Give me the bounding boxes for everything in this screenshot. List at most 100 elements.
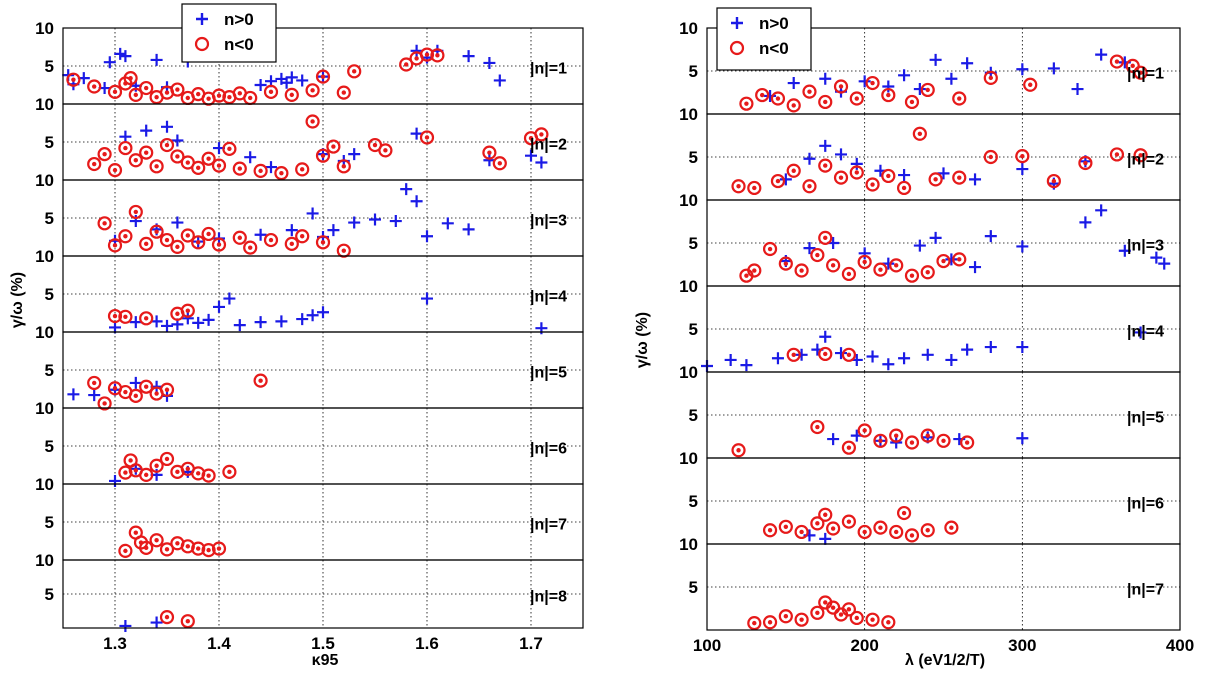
- data-point-circle: [128, 388, 143, 403]
- data-point-circle-dot: [175, 469, 180, 475]
- data-point-plus: [1095, 48, 1108, 61]
- data-point-circle-dot: [102, 401, 107, 406]
- data-point-circle-dot: [154, 538, 159, 543]
- series-n-negative: [87, 114, 549, 181]
- data-point-plus: [835, 347, 848, 360]
- data-point-circle-dot: [352, 69, 357, 74]
- legend-entry-label: n<0: [759, 39, 789, 58]
- data-point-circle: [731, 443, 746, 458]
- data-point-plus: [410, 127, 423, 140]
- data-point-plus: [1079, 216, 1092, 229]
- data-point-circle-dot: [206, 473, 211, 478]
- data-point-plus: [984, 230, 997, 243]
- data-point-plus: [306, 309, 319, 322]
- legend: n>0n<0: [181, 3, 277, 63]
- data-point-plus: [898, 169, 911, 182]
- data-point-circle-dot: [886, 92, 891, 98]
- x-tick-label: 1.4: [207, 634, 231, 653]
- y-tick-label: 10: [679, 277, 698, 296]
- data-point-circle: [128, 87, 143, 102]
- data-point-circle-dot: [133, 92, 138, 98]
- data-point-circle: [118, 543, 133, 558]
- y-tick-label: 5: [45, 361, 54, 380]
- data-point-plus: [254, 228, 267, 241]
- data-point-circle-dot: [815, 252, 820, 258]
- data-point-circle-dot: [320, 74, 326, 79]
- data-point-circle: [952, 170, 967, 185]
- data-point-circle-dot: [112, 89, 118, 95]
- data-point-circle: [1133, 65, 1148, 80]
- y-tick-label: 5: [689, 320, 698, 339]
- data-point-circle-dot: [383, 148, 388, 153]
- data-point-circle-dot: [767, 620, 773, 625]
- data-point-circle: [849, 165, 864, 180]
- data-point-circle-dot: [752, 620, 757, 626]
- data-point-circle-dot: [154, 463, 159, 468]
- data-point-circle: [896, 505, 912, 521]
- data-point-circle: [107, 163, 123, 178]
- data-point-circle: [336, 159, 351, 174]
- data-point-plus: [1134, 326, 1147, 339]
- data-point-circle-dot: [128, 75, 133, 81]
- data-point-circle-dot: [206, 231, 211, 237]
- x-tick-label: 200: [850, 636, 878, 655]
- data-point-plus: [525, 149, 537, 162]
- panel-7: 5 10 |n|=7: [679, 535, 1181, 631]
- data-point-circle: [128, 153, 143, 168]
- data-point-circle-dot: [185, 619, 190, 624]
- y-tick-label: 10: [679, 105, 698, 124]
- data-point-plus: [296, 74, 309, 87]
- panel-label: |n|=6: [530, 441, 567, 458]
- data-point-circle: [833, 79, 849, 94]
- panel-label: |n|=5: [530, 365, 567, 382]
- data-point-circle: [97, 147, 112, 162]
- data-point-circle-dot: [815, 424, 820, 430]
- data-point-circle-dot: [838, 84, 844, 89]
- data-point-circle: [232, 161, 247, 176]
- data-point-circle-dot: [164, 456, 170, 462]
- data-point-plus: [1016, 240, 1029, 253]
- data-point-circle-dot: [300, 167, 305, 172]
- panel-label: |n|=2: [530, 137, 567, 154]
- series-n-negative: [107, 303, 195, 326]
- data-point-circle: [1109, 54, 1125, 69]
- data-point-circle: [826, 258, 841, 273]
- data-point-circle: [865, 177, 880, 192]
- panel-label: |n|=4: [1127, 324, 1164, 341]
- data-point-circle: [841, 602, 857, 617]
- data-point-circle-dot: [216, 546, 222, 551]
- data-point-circle-dot: [258, 168, 263, 174]
- data-point-circle: [222, 141, 237, 156]
- data-point-circle: [841, 440, 857, 455]
- data-point-circle-dot: [185, 308, 190, 313]
- data-point-circle: [149, 533, 164, 548]
- y-tick-label: 5: [689, 234, 698, 253]
- data-point-circle-dot: [133, 158, 138, 163]
- data-point-circle: [818, 346, 833, 362]
- data-point-circle: [786, 347, 801, 362]
- data-point-circle-dot: [248, 245, 253, 250]
- y-tick-label: 5: [45, 437, 54, 456]
- y-tick-label: 5: [45, 133, 54, 152]
- data-point-plus: [119, 130, 132, 143]
- data-point-plus: [119, 50, 132, 63]
- data-point-circle-dot: [878, 525, 883, 530]
- data-point-circle-dot: [909, 440, 915, 445]
- series-n-positive: [119, 120, 548, 174]
- data-point-plus: [858, 75, 871, 88]
- y-tick-label: 5: [689, 578, 698, 597]
- data-point-circle-dot: [424, 135, 430, 140]
- data-point-plus: [1158, 257, 1171, 270]
- legend-entry-label: n>0: [759, 14, 789, 33]
- data-point-circle: [107, 308, 123, 324]
- data-point-circle-dot: [767, 246, 773, 252]
- data-point-circle-dot: [185, 233, 190, 238]
- data-point-circle-dot: [133, 530, 138, 535]
- data-point-circle-dot: [886, 620, 891, 625]
- panel-label: |n|=7: [530, 517, 567, 534]
- data-point-circle: [841, 266, 857, 282]
- y-tick-label: 10: [35, 475, 54, 494]
- data-point-plus: [161, 120, 173, 133]
- data-point-circle-dot: [783, 261, 789, 266]
